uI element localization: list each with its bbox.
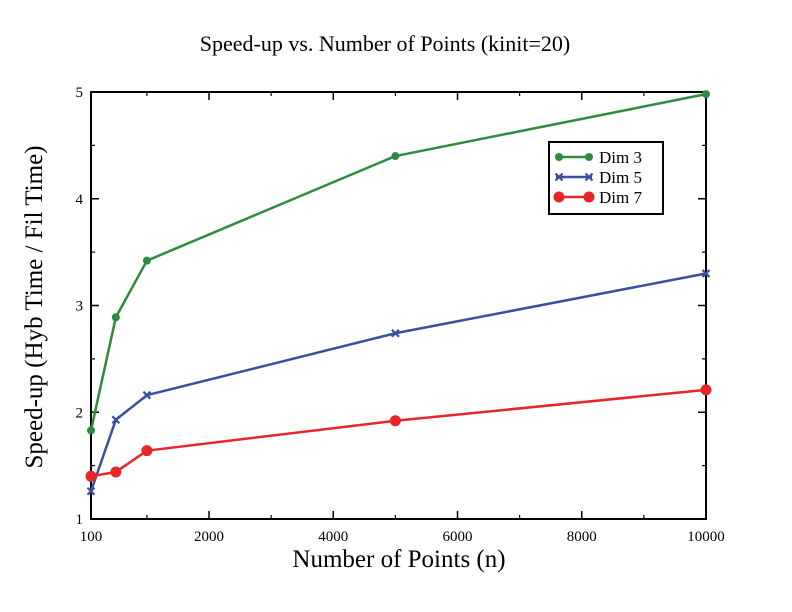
x-tick-label: 100 xyxy=(80,529,103,545)
data-point-dim-5 xyxy=(701,269,711,278)
x-tick-label: 8000 xyxy=(567,529,597,545)
y-tick-label: 4 xyxy=(76,192,84,208)
series-dim-5 xyxy=(86,269,711,496)
series-dim-7 xyxy=(85,384,712,482)
data-point-dim-5 xyxy=(142,390,152,400)
data-point-dim-5-stroke-b xyxy=(142,390,152,400)
y-tick-label: 1 xyxy=(76,512,84,528)
x-axis-label: Number of Points (n) xyxy=(292,546,505,573)
data-point-dim-7 xyxy=(110,466,122,478)
data-point-dim-5-stroke-b xyxy=(701,269,711,278)
legend-marker-dim-3 xyxy=(555,153,563,161)
data-point-dim-5 xyxy=(391,328,400,338)
data-point-dim-5 xyxy=(111,415,121,425)
legend-label-dim-5: Dim 5 xyxy=(599,168,642,187)
y-tick-label: 5 xyxy=(76,85,84,101)
x-tick-label: 6000 xyxy=(443,529,473,545)
legend-marker-dim-5 xyxy=(554,172,564,182)
data-point-dim-5-stroke-b xyxy=(391,328,400,338)
data-point-dim-7 xyxy=(141,445,153,457)
data-point-dim-5-stroke-b xyxy=(111,415,121,425)
legend-marker-dim-7 xyxy=(583,191,595,203)
axes: 100 2000 4000 6000 8000 10000 1 2 3 4 5 xyxy=(76,85,725,545)
series-line-dim-5 xyxy=(89,272,707,492)
chart-title: Speed-up vs. Number of Points (kinit=20) xyxy=(200,31,571,56)
data-point-dim-5 xyxy=(86,486,96,496)
legend-label-dim-7: Dim 7 xyxy=(599,188,642,207)
data-point-dim-5-stroke-b xyxy=(86,486,96,496)
data-point-dim-3 xyxy=(142,256,151,265)
data-point-dim-3 xyxy=(391,152,400,161)
legend-marker-dim-5-stroke-b xyxy=(584,172,594,182)
legend-marker-dim-5 xyxy=(584,172,594,182)
x-tick-label: 10000 xyxy=(687,529,725,545)
legend-marker-dim-7 xyxy=(553,191,565,203)
y-tick-label: 3 xyxy=(76,299,84,315)
series-line-dim-7 xyxy=(90,388,707,478)
legend-marker-dim-3 xyxy=(585,153,593,161)
y-axis-label: Speed-up (Hyb Time / Fil Time) xyxy=(21,146,48,469)
data-series xyxy=(85,90,712,496)
data-point-dim-7 xyxy=(700,384,712,396)
x-tick-label: 4000 xyxy=(318,529,348,545)
legend-label-dim-3: Dim 3 xyxy=(599,148,642,167)
data-point-dim-3 xyxy=(702,90,710,99)
data-point-dim-7 xyxy=(85,470,97,482)
legend-marker-dim-5-stroke-b xyxy=(554,172,564,182)
legend-item-dim-7: Dim 7 xyxy=(553,188,642,207)
x-tick-label: 2000 xyxy=(194,529,224,545)
legend-item-dim-5: Dim 5 xyxy=(554,168,642,187)
series-dim-3 xyxy=(87,90,710,435)
legend-item-dim-3: Dim 3 xyxy=(555,148,642,167)
data-point-dim-7 xyxy=(389,415,401,427)
y-tick-label: 2 xyxy=(76,405,84,421)
data-point-dim-3 xyxy=(111,313,120,322)
data-point-dim-3 xyxy=(87,426,95,435)
